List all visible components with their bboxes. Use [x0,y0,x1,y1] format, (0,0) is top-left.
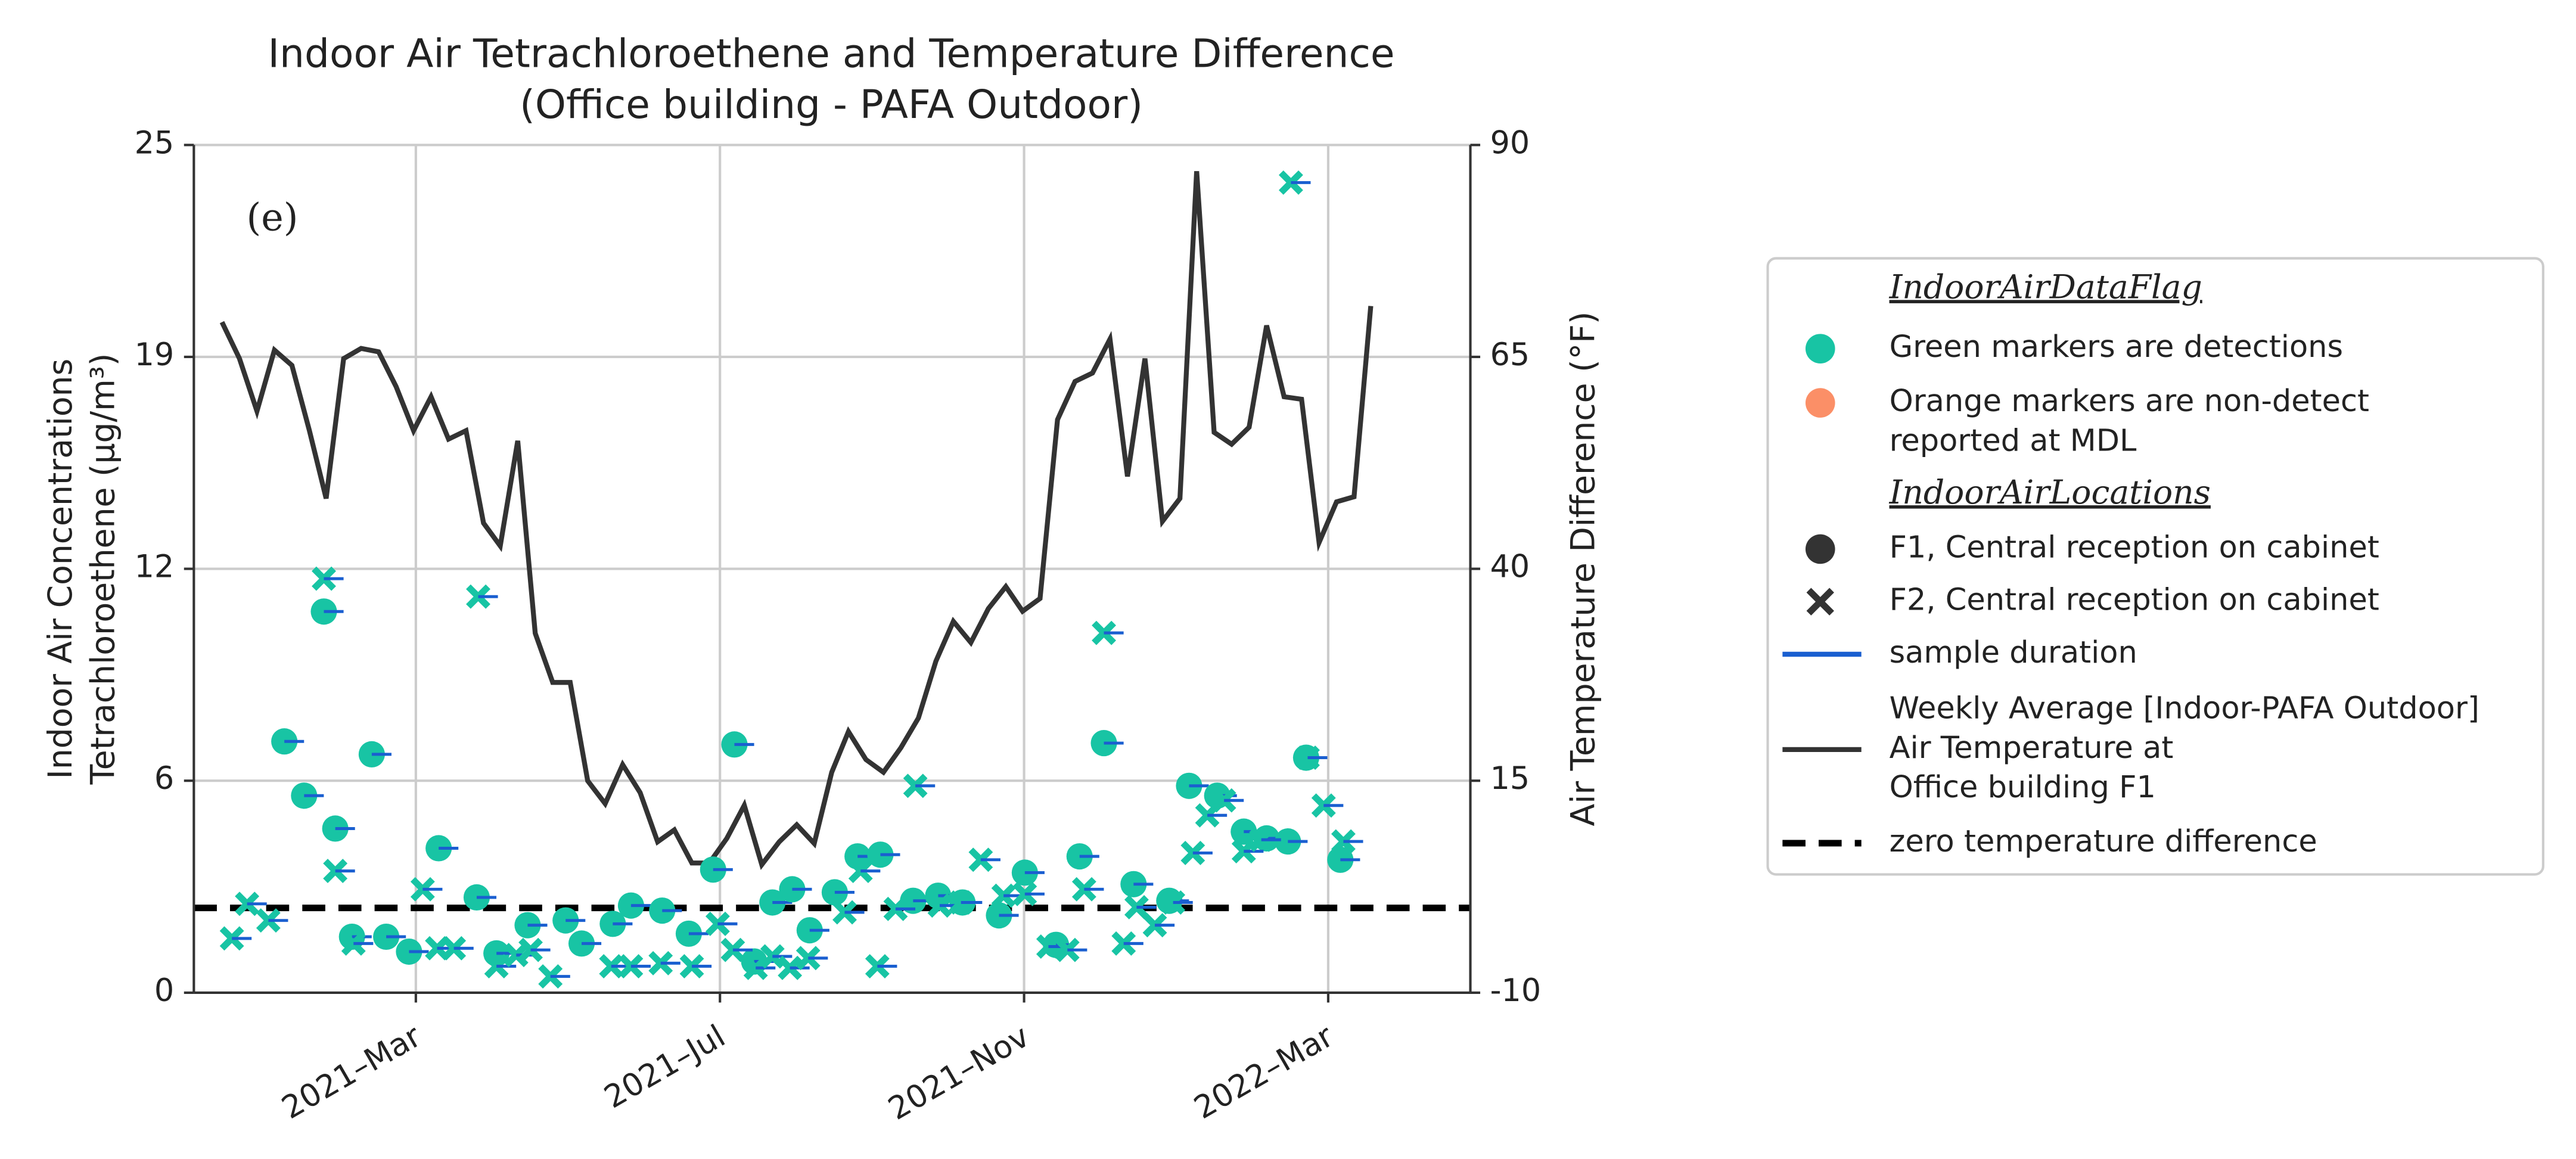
y2-tick-label: 40 [1490,549,1530,585]
legend-label: F2, Central reception on cabinet [1890,583,2379,618]
legend-heading: IndoorAirDataFlag [1889,268,2202,306]
temperature-line [219,171,1374,871]
legend-label: Air Temperature at [1890,731,2174,766]
x-marker [848,859,873,884]
x-marker [410,877,435,902]
legend-marker [1806,588,1834,616]
legend-box [1766,257,2544,876]
x-marker [323,859,348,884]
y-tick-label: 25 [135,125,175,161]
y2-tick-label: 15 [1490,760,1530,797]
panel-annotation: (e) [247,195,299,240]
legend-marker [1805,534,1835,564]
y-tick-label: 6 [154,760,174,797]
x-tick-label: 2021–Jul [598,1018,731,1116]
legend-label: Weekly Average [Indoor-PAFA Outdoor] [1890,691,2479,726]
x-marker [949,890,974,915]
x-marker [235,891,260,916]
y2-tick-label: 65 [1490,337,1530,373]
y2-axis-label: Air Temperature Difference (°F) [1565,312,1603,826]
legend-label: reported at MDL [1890,423,2137,458]
x-marker [743,955,768,980]
legend-label: sample duration [1890,635,2137,670]
x-marker [1311,793,1336,818]
x-marker [1111,931,1136,956]
y-axis-label: Tetrachloroethene (µg/m³) [85,353,123,785]
legend-label: Orange markers are non-detect [1890,384,2370,419]
x-tick-label: 2022–Mar [1188,1018,1340,1126]
x-tick-label: 2021–Mar [276,1018,428,1126]
x-marker [760,944,785,969]
x-marker [1092,620,1116,645]
x-tick-label: 2021–Nov [882,1018,1035,1127]
circle-marker [986,902,1012,929]
y-tick-label: 12 [135,549,175,585]
circle-marker [700,856,726,883]
chart-title: Indoor Air Tetrachloroethene and Tempera… [268,30,1395,76]
chart-subtitle: (Office building - PAFA Outdoor) [520,82,1143,128]
x-marker [648,950,673,975]
y2-tick-label: -10 [1490,972,1542,1009]
x-marker [1295,745,1320,770]
x-marker [705,911,730,936]
legend-marker [1805,334,1835,363]
legend-label: Green markers are detections [1890,330,2344,365]
legend-label: zero temperature difference [1890,824,2317,859]
x-marker [466,584,490,609]
legend-heading: IndoorAirLocations [1889,474,2211,512]
x-marker [1142,913,1167,938]
x-marker [865,954,890,978]
y-tick-label: 19 [135,337,175,373]
y-tick-label: 0 [154,972,174,1009]
y-axis-label: Indoor Air Concentrations [42,359,80,779]
y2-tick-label: 90 [1490,125,1530,161]
x-marker [1071,877,1096,902]
circle-marker [310,598,337,625]
legend-label: F1, Central reception on cabinet [1890,530,2379,565]
legend-label: Office building F1 [1890,770,2156,805]
x-marker [442,936,467,961]
legend-marker [1805,388,1835,418]
x-marker [1331,829,1356,854]
